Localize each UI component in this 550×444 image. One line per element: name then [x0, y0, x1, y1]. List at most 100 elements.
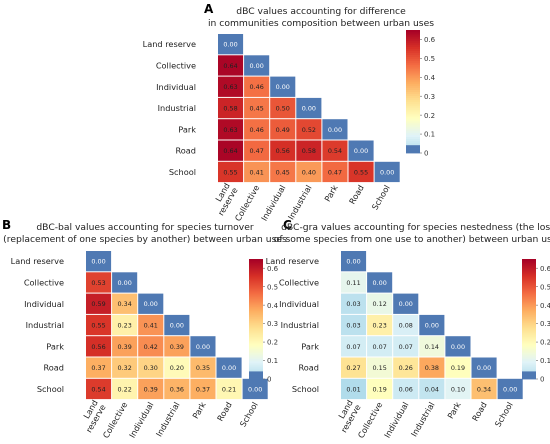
column-label: Road [470, 400, 489, 423]
cell-value-label: 0.04 [425, 385, 439, 393]
panel-title-line: dBC values accounting for difference [236, 6, 406, 17]
cell-value-label: 0.07 [373, 343, 387, 351]
colorbar-segment [249, 285, 263, 288]
cell-value-label: 0.23 [373, 321, 387, 329]
row-label: Collective [156, 60, 196, 70]
column-label: Individual [127, 400, 156, 440]
colorbar-segment [406, 50, 420, 53]
colorbar-tick-label: 0.1 [540, 357, 550, 365]
colorbar-segment [249, 311, 263, 314]
colorbar-segment [249, 295, 263, 298]
column-label: Landreserve [208, 181, 240, 217]
colorbar-tick-label: 0.5 [267, 283, 278, 291]
row-label: Road [298, 363, 319, 373]
colorbar-segment [406, 116, 420, 119]
heatmap-cell [393, 293, 419, 314]
colorbar-segment [249, 319, 263, 322]
cell-value-label: 0.21 [222, 385, 236, 393]
colorbar-segment [406, 58, 420, 62]
row-label: Industrial [26, 320, 64, 330]
colorbar-segment [249, 363, 263, 366]
colorbar-segment [522, 345, 536, 348]
heatmap-cell [164, 314, 190, 336]
colorbar-segment [249, 325, 263, 328]
heatmap-cell [164, 336, 190, 357]
heatmap-cell [244, 119, 270, 140]
colorbar-segment [406, 103, 420, 107]
heatmap-cell [86, 357, 112, 378]
colorbar-segment [406, 54, 420, 58]
cell-value-label: 0.47 [328, 168, 342, 176]
colorbar-segment [522, 323, 536, 326]
heatmap-cell [393, 314, 419, 336]
cell-value-label: 0.00 [250, 62, 264, 70]
colorbar-segment [249, 263, 263, 266]
colorbar-segment [249, 269, 263, 272]
colorbar-segment [406, 32, 420, 35]
colorbar-segment [249, 271, 263, 274]
colorbar-segment [522, 307, 536, 310]
colorbar-segment [249, 281, 263, 284]
panel-letter: B [2, 218, 11, 232]
column-label: Industrial [409, 400, 437, 438]
colorbar-tick-label: 0.4 [267, 302, 279, 310]
colorbar-tick-label: 0.4 [540, 302, 550, 310]
colorbar-segment [249, 265, 263, 268]
heatmap-cell [138, 314, 164, 336]
column-label: School [370, 183, 392, 212]
colorbar-segment [249, 287, 263, 290]
heatmap-cell [112, 378, 138, 400]
colorbar-segment [406, 30, 420, 33]
colorbar-segment [522, 279, 536, 282]
row-label: Individual [24, 299, 64, 309]
colorbar-segment [406, 112, 420, 115]
colorbar-segment [522, 281, 536, 284]
cell-value-label: 0.10 [451, 385, 465, 393]
heatmap-cell [138, 378, 164, 400]
colorbar-segment [249, 327, 263, 330]
cell-value-label: 0.00 [196, 343, 210, 351]
cell-value-label: 0.00 [451, 343, 465, 351]
colorbar-segment [406, 34, 420, 37]
colorbar-segment [249, 351, 263, 354]
heatmap-cell [244, 97, 270, 119]
heatmap-cell [367, 272, 393, 293]
cell-value-label: 0.07 [346, 343, 360, 351]
colorbar-segment [522, 357, 536, 360]
colorbar-tick-label: 0.6 [267, 265, 279, 273]
colorbar-segment [249, 371, 263, 374]
colorbar-segment [406, 114, 420, 117]
colorbar-tick-label: 0.1 [424, 131, 435, 139]
colorbar-segment [522, 305, 536, 308]
heatmap-cell [86, 314, 112, 336]
row-label: Park [46, 341, 64, 351]
colorbar-segment [249, 315, 263, 318]
cell-value-label: 0.27 [346, 364, 360, 372]
cell-value-label: 0.39 [170, 343, 184, 351]
heatmap-cell [471, 378, 497, 400]
colorbar-segment [249, 309, 263, 312]
column-label: Road [347, 183, 366, 206]
heatmap-cell [341, 293, 367, 314]
heatmap-cell [322, 161, 348, 183]
heatmap-cell [419, 314, 445, 336]
cell-value-label: 0.41 [250, 168, 264, 176]
cell-value-label: 0.00 [222, 364, 236, 372]
colorbar-segment [249, 323, 263, 326]
cell-value-label: 0.63 [223, 126, 237, 134]
column-label: Landreserve [76, 398, 108, 434]
colorbar-segment [522, 319, 536, 322]
colorbar-segment [249, 335, 263, 338]
heatmap-cell [112, 357, 138, 378]
colorbar-tick-label: 0 [424, 150, 428, 158]
colorbar-segment [522, 337, 536, 340]
row-label: Land reserve [143, 39, 196, 49]
colorbar-segment [406, 52, 420, 55]
colorbar-segment [522, 275, 536, 278]
cell-value-label: 0.00 [354, 147, 368, 155]
heatmap-cell [497, 378, 523, 400]
cell-value-label: 0.45 [276, 168, 290, 176]
cell-value-label: 0.00 [170, 321, 184, 329]
cell-value-label: 0.00 [425, 321, 439, 329]
heatmap-cell [393, 357, 419, 378]
